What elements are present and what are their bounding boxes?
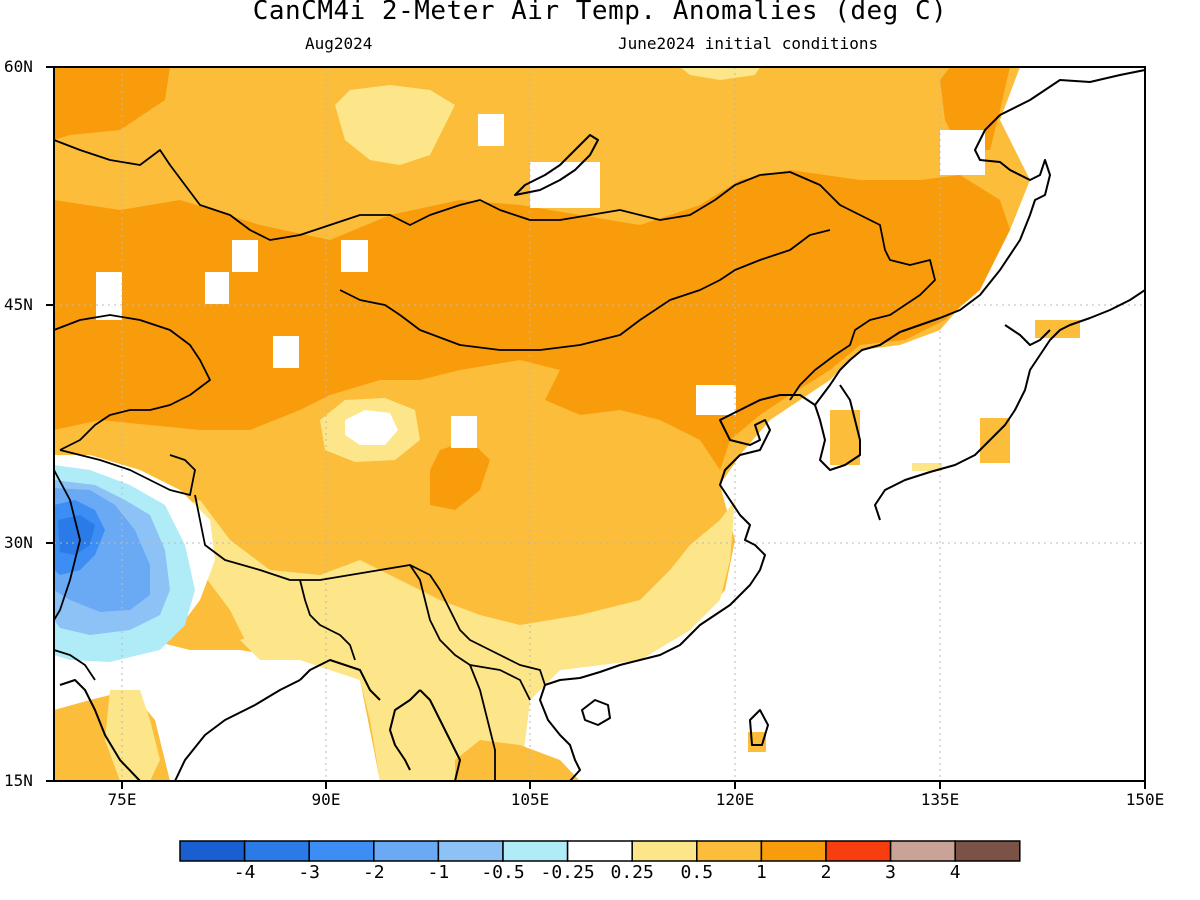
colorbar-label: -4: [233, 862, 256, 883]
lat-label-60n: 60N: [4, 57, 33, 76]
lon-label-120e: 120E: [715, 790, 755, 809]
colorbar-swatch: [760, 840, 827, 862]
anomaly-band-1-2-indochina: [455, 740, 580, 781]
colorbar-swatch: [373, 840, 440, 862]
anomaly-patch-taiwan: [748, 732, 766, 752]
colorbar-label: 3: [885, 862, 897, 883]
country-borders: [53, 139, 936, 781]
colorbar-swatch: [437, 840, 504, 862]
lon-label-105e: 105E: [510, 790, 550, 809]
lat-label-15n: 15N: [4, 771, 33, 790]
colorbar-swatch: [696, 840, 763, 862]
anomaly-band-0.5-1-south: [170, 500, 735, 781]
lon-label-90e: 90E: [311, 790, 341, 809]
anomaly-band-2-3-tibet: [430, 440, 490, 510]
colorbar-swatch: [631, 840, 698, 862]
anomaly-patch-japan: [912, 463, 942, 471]
colorbar-swatch: [243, 840, 310, 862]
lon-label-150e: 150E: [1125, 790, 1165, 809]
colorbar-label: 0.25: [610, 862, 654, 883]
lon-label-75e: 75E: [107, 790, 137, 809]
map-title: CanCM4i 2-Meter Air Temp. Anomalies (deg…: [252, 0, 948, 26]
colorbar-label: -0.25: [540, 862, 595, 883]
anomaly-band-2-3-northeast: [940, 67, 1010, 150]
colorbar-label: -0.5: [481, 862, 525, 883]
axis-ticks: [46, 66, 1146, 789]
anomaly-band-0.5-1-north: [335, 85, 455, 165]
initial-conditions: June2024 initial conditions: [618, 34, 879, 53]
anomaly-band-2-3: [54, 170, 1010, 470]
lat-label-45n: 45N: [4, 295, 33, 314]
colorbar-swatch: [566, 840, 633, 862]
colorbar-swatch: [308, 840, 375, 862]
colorbar-label: -1: [427, 862, 450, 883]
colorbar-label: 1: [755, 862, 767, 883]
anomaly-band-2-3-west: [54, 67, 170, 140]
colorbar-label: 4: [949, 862, 961, 883]
masked-cells: [96, 114, 985, 448]
colorbar-swatch: [954, 840, 1021, 862]
coastlines: [59, 69, 1146, 782]
colorbar-label: -3: [298, 862, 321, 883]
forecast-month: Aug2024: [305, 34, 373, 53]
colorbar-swatch: [179, 840, 246, 862]
map-frame: [53, 66, 1146, 782]
colorbar-label: 2: [820, 862, 832, 883]
colorbar-swatch: [825, 840, 892, 862]
colorbar-label: -2: [362, 862, 385, 883]
colorbar-label: 0.5: [680, 862, 714, 883]
lat-label-30n: 30N: [4, 533, 33, 552]
colorbar-swatch: [889, 840, 956, 862]
colorbar-swatch: [502, 840, 569, 862]
anomaly-band-neg-4: [58, 515, 95, 555]
anomaly-band-0.5-1-north2: [680, 67, 760, 80]
near-zero-spot-tibet: [345, 410, 398, 445]
lon-label-135e: 135E: [920, 790, 960, 809]
